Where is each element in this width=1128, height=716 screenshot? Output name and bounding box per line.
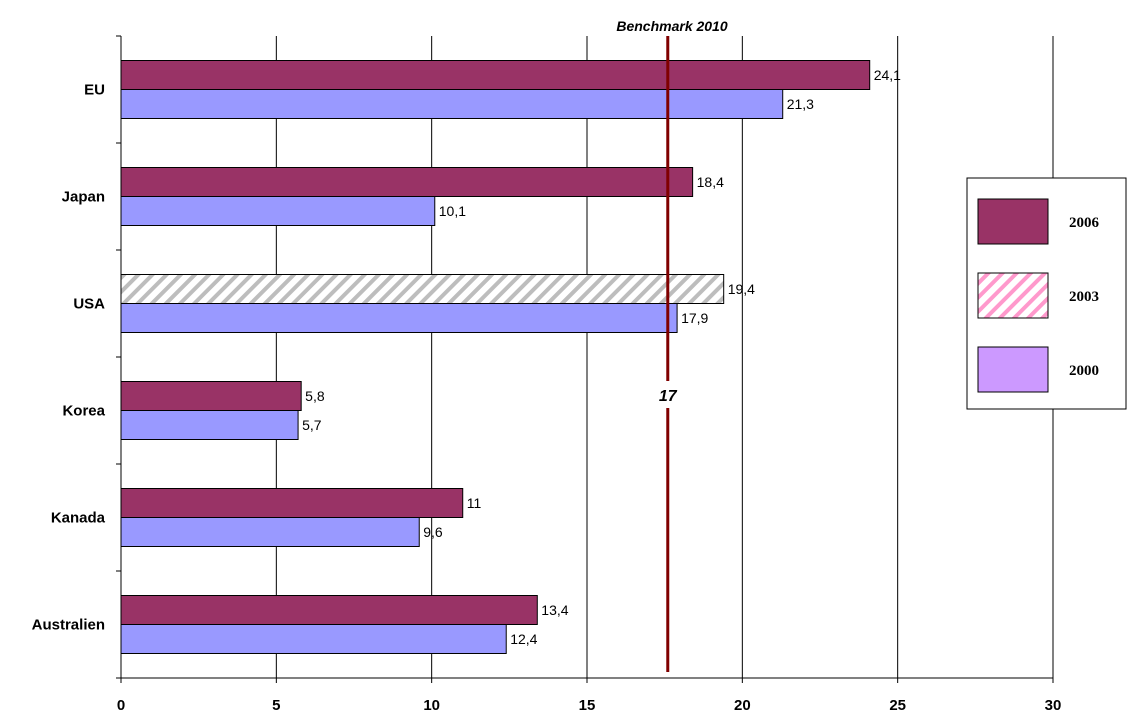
x-tick-label: 0 — [117, 697, 125, 714]
bar-2006 — [120, 381, 302, 411]
bar-2006 — [120, 595, 538, 625]
category-label: USA — [73, 296, 105, 313]
bar-2006 — [120, 167, 694, 197]
bar-2000 — [120, 517, 420, 547]
legend: 2006 2003 2000 — [966, 177, 1127, 410]
x-tick-label: 25 — [889, 697, 906, 714]
category-label: Kanada — [51, 510, 106, 527]
category-label: Japan — [62, 189, 105, 206]
x-tick-label: 20 — [734, 697, 751, 714]
x-tick-label: 30 — [1045, 697, 1062, 714]
bar-2006 — [120, 488, 464, 518]
bar-value-label: 11 — [467, 495, 482, 511]
benchmark-value-label: 17 — [659, 388, 678, 405]
bar-2000 — [120, 196, 436, 226]
bar-series: 24,121,318,410,119,417,95,85,7119,613,41… — [120, 60, 901, 654]
legend-swatch-2003 — [977, 272, 1049, 319]
category-label: Australien — [32, 617, 105, 634]
bar-value-label: 21,3 — [787, 96, 814, 112]
bar-2000 — [120, 624, 507, 654]
bar-2003 — [120, 274, 725, 304]
legend-label: 2006 — [1069, 215, 1100, 231]
bar-value-label: 10,1 — [439, 203, 466, 219]
bar-value-label: 13,4 — [541, 602, 568, 618]
bar-value-label: 5,8 — [305, 388, 325, 404]
bar-2000 — [120, 89, 784, 119]
x-tick-label: 15 — [579, 697, 596, 714]
bar-value-label: 17,9 — [681, 310, 708, 326]
bar-value-label: 5,7 — [302, 417, 322, 433]
category-label: Korea — [62, 403, 105, 420]
x-tick-label: 5 — [272, 697, 280, 714]
bar-value-label: 9,6 — [423, 524, 443, 540]
bar-2006 — [120, 60, 871, 90]
bar-value-label: 24,1 — [874, 67, 901, 83]
legend-swatch-2006 — [977, 198, 1049, 245]
legend-label: 2003 — [1069, 289, 1099, 305]
category-label: EU — [84, 82, 105, 99]
legend-swatch-2000 — [977, 346, 1049, 393]
axes: 0 5 10 15 20 25 30 EU Japan USA Korea Kanada Austral… — [32, 35, 1062, 714]
benchmark-title: Benchmark 2010 — [616, 18, 728, 34]
benchmark-group: Benchmark 2010 17 — [616, 18, 728, 672]
bar-value-label: 19,4 — [728, 281, 755, 297]
bar-value-label: 12,4 — [510, 631, 537, 647]
bar-2000 — [120, 410, 299, 440]
grid-lines — [275, 36, 1054, 678]
bar-value-label: 18,4 — [697, 174, 724, 190]
x-tick-label: 10 — [423, 697, 440, 714]
legend-label: 2000 — [1069, 363, 1099, 379]
bar-2000 — [120, 303, 678, 333]
